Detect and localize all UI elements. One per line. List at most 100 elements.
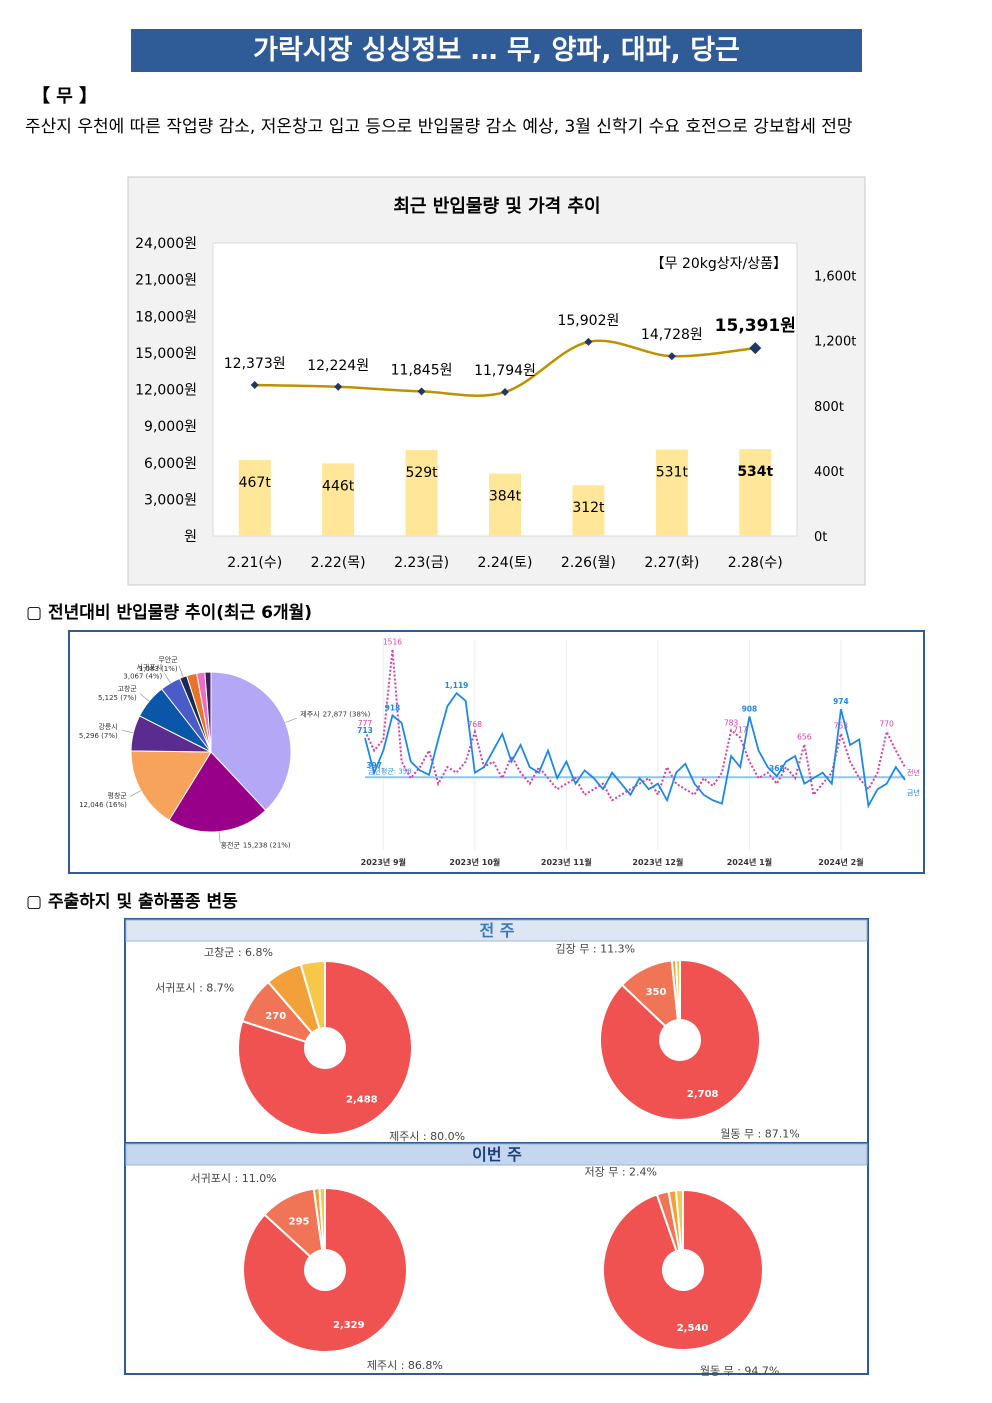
- donut-slice: [599, 958, 761, 1121]
- x-tick-label: 2024년 2월: [818, 857, 863, 867]
- point-label: 656: [797, 732, 812, 741]
- pie-label-value: 15,238 (21%): [243, 842, 291, 850]
- point-label: 974: [833, 697, 849, 706]
- bar: [655, 449, 688, 536]
- point-label: 717: [733, 726, 748, 735]
- series-line: [364, 649, 906, 802]
- page-title: 가락시장 싱싱정보 … 무, 양파, 대파, 당근: [131, 29, 862, 72]
- price-marker: [417, 387, 426, 396]
- x-tick-label: 2023년 9월: [361, 857, 406, 867]
- pie-label-value: 3,067 (4%): [123, 672, 162, 680]
- y2-tick-label: 800t: [814, 400, 844, 415]
- x-tick-label: 2.28(수): [728, 555, 783, 571]
- donut-slice: [318, 1186, 326, 1252]
- donut-slice: [674, 1188, 684, 1252]
- point-label: 1516: [383, 637, 402, 646]
- point-label: 753: [834, 722, 849, 731]
- pie-label: 고창군 5,125 (7%): [98, 685, 137, 702]
- y-tick-label: 6,000원: [144, 456, 197, 472]
- pie-label-name: 서귀포시: [136, 662, 162, 671]
- bar: [739, 449, 772, 536]
- pie-label: 평창군 12,046 (16%): [79, 791, 127, 809]
- bar-label: 529t: [405, 465, 438, 481]
- bar-label: 534t: [737, 464, 773, 480]
- x-tick-label: 2023년 10월: [449, 857, 500, 867]
- price-label: 11,845원: [391, 362, 453, 378]
- point-label: 713: [357, 726, 373, 735]
- bar: [489, 473, 521, 536]
- donut-value: 295: [289, 1217, 310, 1228]
- bar-label: 384t: [489, 488, 522, 504]
- pie-label: 서귀포시 3,067 (4%): [123, 662, 162, 680]
- leader-line: [121, 729, 134, 734]
- y-tick-label: 9,000원: [144, 419, 197, 435]
- pie-label: 무안군 1,083 (1%): [139, 655, 178, 673]
- x-tick-label: 2.23(금): [394, 555, 449, 571]
- bar-label: 531t: [656, 465, 689, 481]
- this-week-label: 이번 주: [472, 1145, 522, 1164]
- pie-label-name: 무안군: [158, 655, 178, 664]
- series-line: [364, 691, 906, 809]
- pie-label-value: 5,125 (7%): [98, 694, 137, 702]
- point-label: 777: [358, 719, 373, 728]
- donut-label: 저장 무 : 2.4%: [584, 1165, 657, 1178]
- bar: [322, 463, 355, 536]
- price-marker: [749, 342, 762, 355]
- price-marker: [250, 380, 259, 389]
- point-label: 768: [468, 720, 483, 729]
- pie-label-name: 평창군: [108, 791, 128, 800]
- x-tick-label: 2.26(월): [561, 555, 616, 571]
- pie-label-value: 1,083 (1%): [139, 665, 178, 673]
- pie-label-name: 고창군: [117, 685, 137, 693]
- donut-slice: [242, 1186, 408, 1353]
- price-label: 14,728원: [641, 327, 703, 343]
- donut-label: 서귀포시 : 11.0%: [191, 1172, 277, 1185]
- donut-label: 고창군 : 6.8%: [204, 946, 273, 959]
- pie-label-name: 강릉시: [98, 722, 117, 731]
- section-text: 주산지 우천에 따른 작업량 감소, 저온창고 입고 등으로 반입물량 감소 예…: [25, 117, 853, 137]
- y-tick-label: 12,000원: [135, 383, 197, 399]
- point-label: 918: [385, 703, 401, 712]
- donut-value: 2,329: [333, 1320, 365, 1331]
- pie-label: 제주시 27,877 (38%): [300, 711, 370, 719]
- donut-value: 2,708: [687, 1089, 719, 1100]
- y2-tick-label: 400t: [814, 465, 844, 480]
- pie-label-value: 5,296 (7%): [79, 732, 118, 740]
- section-title: 【 무 】: [32, 86, 98, 107]
- donut-label: 제주시 : 80.0%: [389, 1130, 465, 1143]
- this-week-bar: [125, 1143, 868, 1166]
- y-tick-label: 15,000원: [135, 346, 197, 362]
- donut-value: 2,488: [346, 1095, 378, 1106]
- y-tick-label: 21,000원: [135, 273, 197, 289]
- donut-slice: [602, 1188, 765, 1351]
- point-label: 908: [742, 704, 758, 713]
- leader-line: [218, 831, 221, 844]
- x-tick-label: 2.21(수): [227, 555, 282, 571]
- leader-line: [130, 790, 142, 797]
- donut-label: 월동 무 : 87.1%: [720, 1128, 800, 1141]
- donut-value: 270: [265, 1011, 286, 1022]
- annotation: 【무 20kg상자/상품】: [651, 256, 787, 272]
- x-tick-label: 2.27(화): [644, 555, 699, 571]
- prev-week-label: 전 주: [479, 921, 514, 940]
- donut-slice: [299, 959, 326, 1031]
- bar-label: 446t: [322, 478, 355, 494]
- x-tick-label: 2023년 12월: [632, 857, 683, 867]
- bar: [572, 485, 605, 536]
- y2-tick-label: 1,200t: [814, 335, 856, 350]
- leader-line: [163, 672, 171, 684]
- point-label: 397: [366, 761, 382, 770]
- price-label: 12,373원: [224, 356, 286, 372]
- y-tick-label: 원: [184, 529, 197, 545]
- x-tick-label: 2024년 1월: [727, 857, 772, 867]
- price-marker: [667, 352, 676, 361]
- point-label: 368: [769, 764, 785, 773]
- average-label: 금년평균: 358: [368, 766, 412, 775]
- pie-label: 강릉시 5,296 (7%): [79, 722, 118, 740]
- pie-label-name: 제주시: [300, 711, 319, 719]
- pie-label-value: 12,046 (16%): [79, 801, 127, 809]
- donut-label: 월동 무 : 94.7%: [700, 1365, 780, 1378]
- bar: [238, 459, 271, 536]
- heading: ▢ 전년대비 반입물량 추이(최근 6개월): [26, 603, 313, 623]
